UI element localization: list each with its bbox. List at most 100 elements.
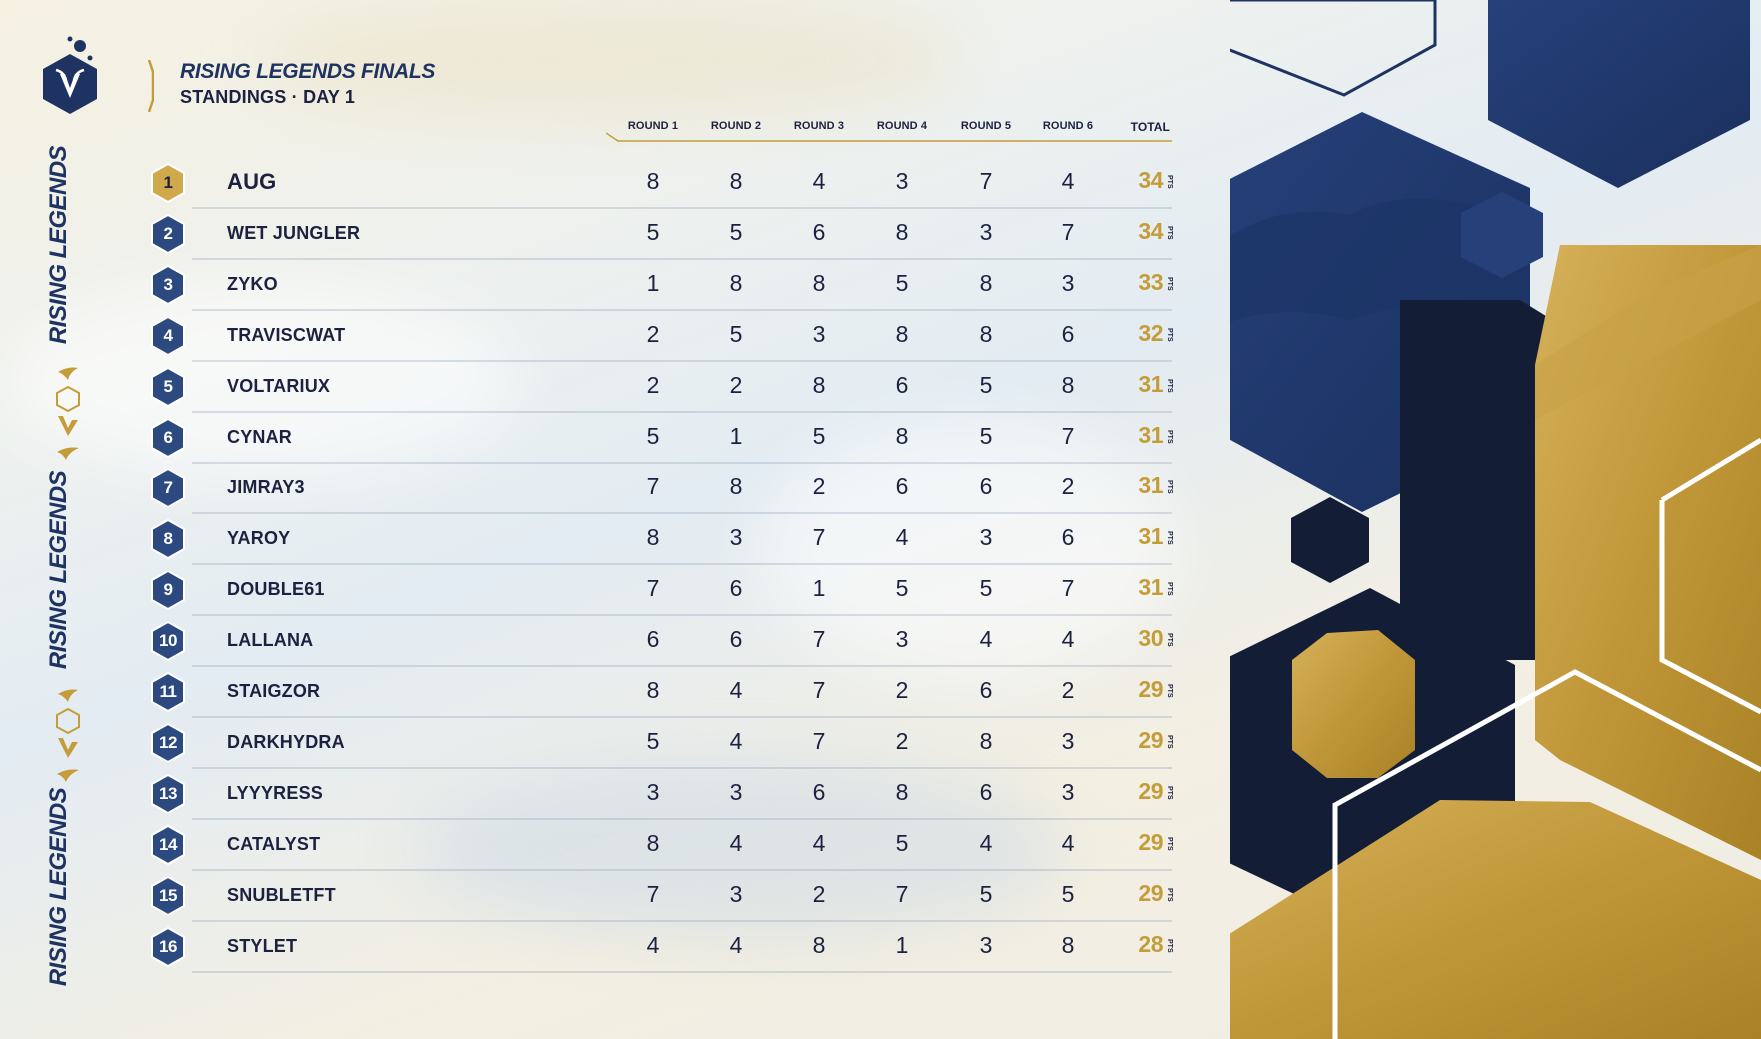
vertical-brand-text: RISING LEGENDS — [45, 470, 73, 670]
total-points: 31 — [1138, 574, 1163, 601]
player-name: SNUBLETFT — [227, 884, 336, 905]
background-cloud — [260, 0, 960, 120]
round-3-score: 8 — [812, 371, 826, 398]
row-divider — [192, 359, 1172, 362]
round-4-score: 5 — [895, 829, 909, 856]
round-3-score: 7 — [812, 727, 826, 754]
round-6-score: 2 — [1061, 473, 1075, 500]
rank-number: 7 — [163, 478, 173, 498]
column-header-round-4: ROUND 4 — [876, 120, 928, 132]
table-row: 11 STAIGZOR 8 4 7 2 6 2 29 PTS — [150, 667, 1173, 718]
round-3-score: 1 — [812, 575, 826, 602]
round-2-score: 6 — [729, 626, 743, 653]
row-divider — [192, 207, 1172, 209]
winged-v-icon — [58, 367, 78, 380]
round-6-score: 2 — [1061, 677, 1075, 703]
round-6-score: 3 — [1061, 778, 1075, 805]
points-unit-label: PTS — [1166, 327, 1173, 342]
round-2-score: 8 — [729, 473, 743, 500]
rank-number: 13 — [159, 783, 177, 803]
total-points: 29 — [1138, 777, 1163, 804]
round-3-score: 2 — [812, 880, 826, 907]
points-unit-label: PTS — [1166, 633, 1173, 647]
round-6-score: 4 — [1061, 168, 1075, 194]
column-header-round-2: ROUND 2 — [710, 120, 762, 132]
rank-badge: 16 — [150, 926, 186, 967]
round-4-score: 8 — [895, 778, 909, 805]
round-1-score: 4 — [646, 931, 660, 958]
round-1-score: 5 — [646, 727, 660, 754]
round-1-score: 2 — [646, 320, 660, 347]
round-2-score: 4 — [729, 677, 743, 703]
round-6-score: 7 — [1061, 575, 1075, 602]
round-1-score: 8 — [646, 168, 660, 194]
round-3-score: 8 — [812, 269, 826, 296]
points-unit-label: PTS — [1166, 938, 1173, 953]
rank-badge: 8 — [150, 519, 186, 560]
player-name: DARKHYDRA — [227, 731, 345, 752]
row-divider — [192, 766, 1172, 769]
round-1-score: 7 — [646, 880, 660, 907]
row-divider — [192, 919, 1172, 922]
round-6-score: 5 — [1061, 880, 1075, 907]
header-underline — [606, 132, 1172, 142]
table-row: 5 VOLTARIUX 2 2 8 6 5 8 31 PTS — [150, 362, 1173, 413]
rank-number: 6 — [163, 427, 173, 447]
winged-v-icon — [58, 689, 78, 702]
rank-number: 4 — [163, 325, 173, 345]
table-row: 8 YAROY 8 3 7 4 3 6 31 PTS — [150, 514, 1173, 566]
points-unit-label: PTS — [1166, 785, 1173, 800]
round-5-score: 7 — [979, 168, 993, 194]
winged-v-icon — [58, 738, 78, 758]
player-name: WET JUNGLER — [227, 222, 361, 243]
hexagon-outline-icon — [56, 707, 80, 735]
player-name: STAIGZOR — [227, 681, 321, 701]
round-4-score: 3 — [895, 168, 909, 194]
round-2-score: 6 — [729, 575, 743, 602]
column-header-round-5: ROUND 5 — [960, 120, 1012, 132]
round-3-score: 6 — [812, 218, 826, 245]
round-3-score: 7 — [812, 626, 826, 653]
rank-badge: 7 — [150, 468, 186, 509]
total-points: 31 — [1138, 472, 1163, 499]
header-accent-bar — [148, 60, 154, 112]
row-divider — [192, 665, 1172, 668]
round-5-score: 8 — [979, 727, 993, 754]
round-5-score: 5 — [979, 575, 993, 602]
round-5-score: 6 — [979, 677, 993, 703]
round-5-score: 5 — [979, 422, 993, 449]
winged-v-icon — [57, 769, 79, 782]
round-5-score: 4 — [979, 829, 993, 856]
round-5-score: 5 — [979, 371, 993, 398]
round-6-score: 8 — [1061, 371, 1075, 398]
rank-badge: 1 — [150, 163, 186, 203]
rank-number: 11 — [159, 682, 177, 701]
round-4-score: 2 — [895, 677, 909, 703]
round-4-score: 7 — [895, 880, 909, 907]
round-4-score: 2 — [895, 727, 909, 754]
points-unit-label: PTS — [1166, 684, 1173, 698]
round-1-score: 2 — [646, 371, 660, 398]
round-2-score: 4 — [729, 931, 743, 958]
rank-badge: 9 — [150, 570, 186, 611]
round-1-score: 8 — [646, 677, 660, 703]
round-6-score: 6 — [1061, 524, 1075, 551]
decorative-hexagon-artwork — [1230, 0, 1761, 1039]
rank-badge: 15 — [150, 875, 186, 916]
round-6-score: 7 — [1061, 218, 1075, 245]
column-header-total: TOTAL — [1130, 120, 1170, 134]
points-unit-label: PTS — [1166, 531, 1173, 545]
table-row: 2 WET JUNGLER 5 5 6 8 3 7 34 PTS — [150, 209, 1173, 260]
round-3-score: 7 — [812, 677, 826, 703]
rank-number: 9 — [163, 580, 173, 600]
row-divider — [192, 970, 1172, 973]
round-1-score: 3 — [646, 778, 660, 805]
page-subtitle: STANDINGS · DAY 1 — [180, 87, 356, 107]
round-6-score: 4 — [1061, 829, 1075, 856]
rank-number: 10 — [159, 631, 177, 651]
table-row: 3 ZYKO 1 8 8 5 8 3 33 PTS — [150, 260, 1173, 311]
table-row: 16 STYLET 4 4 8 1 3 8 28 PTS — [150, 922, 1173, 973]
points-unit-label: PTS — [1166, 225, 1173, 240]
rank-number: 2 — [163, 223, 173, 243]
round-5-score: 3 — [979, 524, 993, 551]
